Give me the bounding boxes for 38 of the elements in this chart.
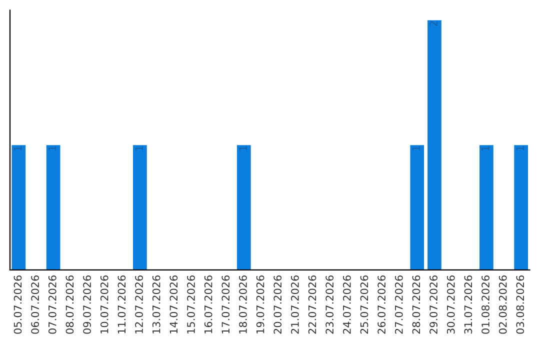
data-label: 1 (516, 146, 524, 151)
x-tick-label: 26.07.2026 (378, 275, 386, 334)
x-tick-label: 15.07.2026 (187, 275, 195, 334)
x-tick-label: 10.07.2026 (100, 275, 108, 334)
x-tick-label: 16.07.2026 (204, 275, 212, 334)
data-label: 1 (482, 146, 490, 151)
x-tick-label: 08.07.2026 (66, 275, 74, 334)
x-tick-label: 17.07.2026 (222, 275, 230, 334)
x-tick-label: 05.07.2026 (14, 275, 22, 334)
x-tick-label: 29.07.2026 (430, 275, 438, 334)
x-tick-label: 01.08.2026 (482, 275, 490, 334)
x-tick-label: 30.07.2026 (446, 275, 455, 334)
data-label: 1 (239, 146, 247, 151)
x-tick-label: 14.07.2026 (170, 275, 178, 334)
data-label: 1 (14, 146, 22, 151)
x-tick-label: 28.07.2026 (412, 275, 420, 334)
x-tick-label: 18.07.2026 (239, 275, 247, 334)
x-tick-label: 31.07.2026 (464, 275, 472, 334)
x-tick-label: 12.07.2026 (135, 275, 143, 334)
x-tick-label: 21.07.2026 (290, 275, 299, 334)
x-tick-label: 03.08.2026 (516, 275, 524, 334)
x-tick-label: 02.08.2026 (498, 275, 507, 334)
x-tick-label: 20.07.2026 (274, 275, 282, 334)
data-label: 1 (48, 146, 56, 151)
x-tick-label: 13.07.2026 (152, 275, 160, 334)
x-tick-label: 19.07.2026 (256, 275, 264, 334)
x-tick-label: 24.07.2026 (342, 275, 351, 334)
x-tick-label: 09.07.2026 (83, 275, 91, 334)
x-tick-label: 11.07.2026 (118, 275, 126, 334)
data-label: 2 (430, 21, 438, 26)
x-tick-label: 25.07.2026 (360, 275, 368, 334)
x-tick-label: 27.07.2026 (394, 275, 403, 334)
x-tick-label: 07.07.2026 (48, 275, 56, 334)
data-label: 1 (135, 146, 143, 151)
x-tick-label: 23.07.2026 (326, 275, 334, 334)
data-label: 1 (412, 146, 420, 151)
x-tick-label: 22.07.2026 (308, 275, 316, 334)
x-tick-label: 06.07.2026 (31, 275, 39, 334)
